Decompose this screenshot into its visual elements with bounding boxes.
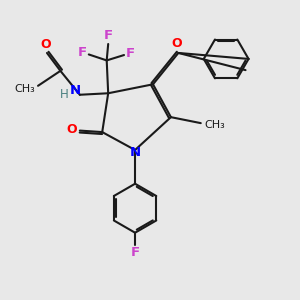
Text: F: F (126, 47, 135, 60)
Text: N: N (130, 146, 141, 159)
Text: F: F (103, 29, 113, 42)
Text: CH₃: CH₃ (205, 120, 226, 130)
Text: CH₃: CH₃ (14, 84, 35, 94)
Text: F: F (130, 246, 140, 259)
Text: O: O (66, 123, 77, 136)
Text: O: O (172, 38, 182, 50)
Text: F: F (78, 46, 87, 59)
Text: N: N (70, 84, 81, 97)
Text: O: O (40, 38, 51, 51)
Text: H: H (60, 88, 69, 101)
